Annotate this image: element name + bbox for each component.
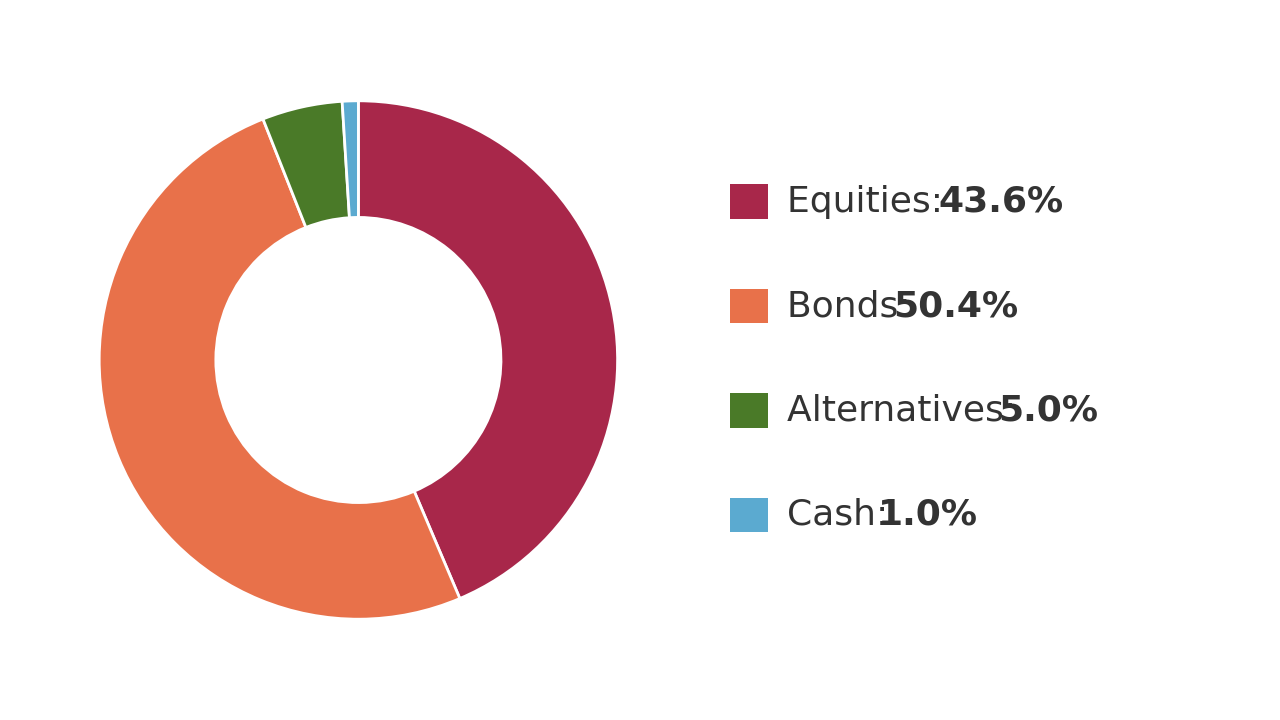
Text: Equities:: Equities: — [787, 184, 955, 219]
Wedge shape — [262, 102, 349, 228]
Text: 5.0%: 5.0% — [998, 393, 1098, 428]
Wedge shape — [342, 101, 358, 217]
Text: 43.6%: 43.6% — [938, 184, 1064, 219]
Text: 1.0%: 1.0% — [878, 498, 978, 532]
Text: Bonds:: Bonds: — [787, 289, 923, 323]
Wedge shape — [99, 119, 460, 619]
Wedge shape — [358, 101, 617, 598]
Text: Alternatives:: Alternatives: — [787, 393, 1028, 428]
Text: 50.4%: 50.4% — [893, 289, 1018, 323]
Text: Cash:: Cash: — [787, 498, 900, 532]
